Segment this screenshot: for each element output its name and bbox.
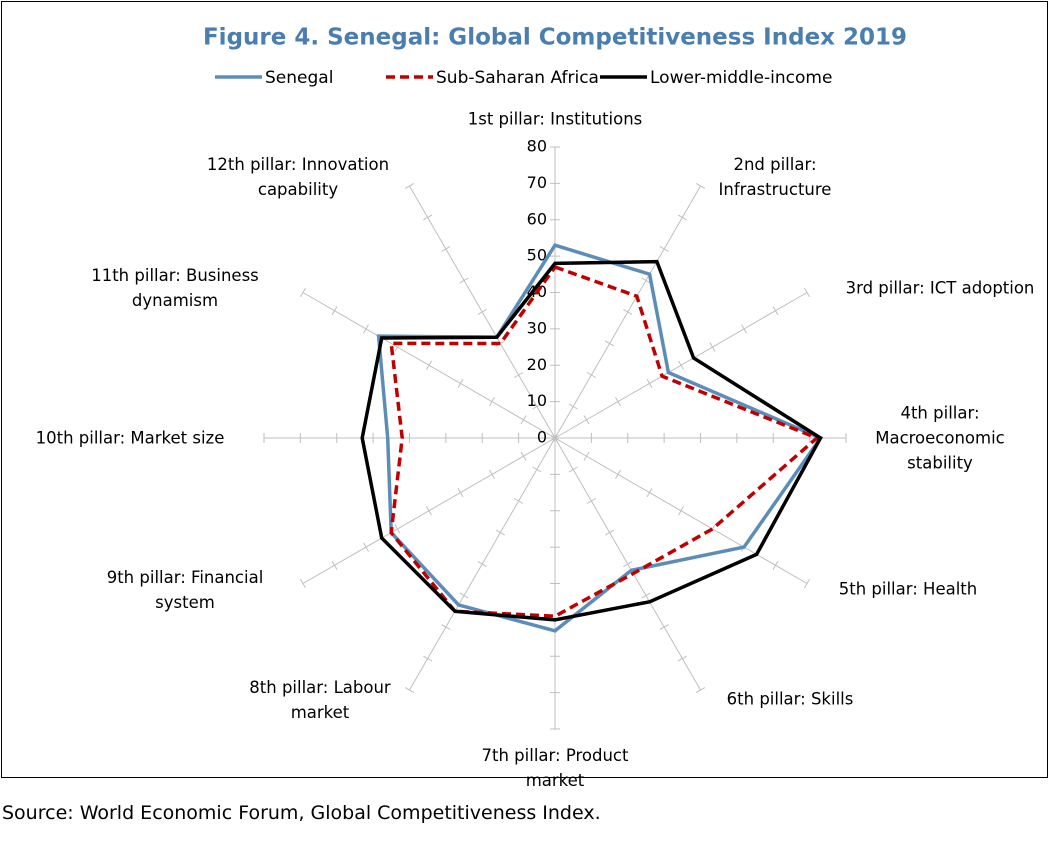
source-note: Source: World Economic Forum, Global Com… — [2, 802, 601, 824]
tick-mark — [489, 397, 495, 407]
r-tick-label: 20 — [527, 355, 547, 374]
category-label: 4th pillar: Macroeconomic stability — [875, 403, 1005, 473]
category-label: 2nd pillar: Infrastructure — [718, 155, 832, 199]
r-tick-label: 30 — [527, 318, 547, 337]
tick-mark — [514, 372, 524, 378]
series-line — [360, 259, 823, 622]
tick-mark — [514, 498, 524, 504]
tick-mark — [677, 214, 687, 221]
category-label: 10th pillar: Market size — [35, 428, 225, 448]
tick-mark — [623, 561, 633, 567]
tick-mark — [678, 360, 684, 370]
tick-mark — [331, 306, 338, 316]
chart-border — [1, 1, 1048, 778]
tick-mark — [659, 246, 669, 252]
series-line — [389, 264, 821, 618]
tick-mark — [586, 498, 596, 504]
tick-mark — [404, 687, 415, 693]
tick-mark — [583, 415, 590, 425]
category-label: 5th pillar: Health — [838, 579, 978, 599]
tick-mark — [404, 183, 415, 189]
tick-mark — [495, 529, 506, 536]
tick-mark — [459, 592, 469, 599]
tick-mark — [604, 529, 615, 536]
tick-mark — [489, 469, 495, 479]
tick-mark — [568, 403, 578, 410]
series-line — [376, 243, 824, 633]
tick-mark — [331, 560, 338, 570]
category-label: 12th pillar: Innovation capability — [206, 155, 390, 199]
tick-mark — [459, 277, 469, 284]
tick-mark — [568, 466, 578, 473]
tick-mark — [426, 360, 432, 370]
tick-mark — [423, 655, 433, 662]
tick-mark — [300, 287, 306, 298]
tick-mark — [520, 451, 527, 461]
tick-mark — [623, 309, 633, 315]
r-tick-label: 60 — [527, 209, 547, 228]
legend-label: Senegal — [265, 68, 333, 88]
tick-mark — [646, 378, 653, 389]
category-label: 9th pillar: Financial system — [106, 568, 264, 612]
tick-mark — [677, 655, 687, 662]
r-tick-label: 0 — [537, 428, 547, 447]
tick-mark — [804, 287, 810, 298]
tick-mark — [641, 277, 651, 284]
tick-mark — [423, 214, 433, 221]
tick-mark — [441, 624, 451, 630]
category-label: 3rd pillar: ICT adoption — [845, 278, 1035, 298]
legend-label: Lower-middle-income — [650, 68, 832, 88]
r-tick-label: 70 — [527, 173, 547, 192]
tick-mark — [583, 451, 590, 461]
tick-mark — [394, 524, 401, 534]
tick-mark — [772, 560, 779, 570]
tick-mark — [457, 487, 464, 498]
tick-mark — [363, 324, 369, 334]
tick-mark — [804, 578, 810, 589]
tick-mark — [550, 435, 560, 441]
r-tick-label: 10 — [527, 391, 547, 410]
tick-mark — [532, 403, 542, 410]
tick-mark — [695, 183, 706, 189]
category-label: 7th pillar: Product market — [481, 746, 629, 790]
tick-mark — [615, 397, 621, 407]
tick-mark — [615, 469, 621, 479]
tick-mark — [363, 542, 369, 552]
tick-mark — [586, 372, 596, 378]
tick-mark — [477, 561, 487, 567]
tick-mark — [520, 415, 527, 425]
tick-mark — [678, 506, 684, 516]
category-label: 8th pillar: Labour market — [249, 678, 391, 722]
tick-mark — [641, 592, 651, 599]
tick-mark — [477, 309, 487, 315]
tick-mark — [772, 306, 779, 316]
tick-mark — [532, 466, 542, 473]
category-label: 11th pillar: Business dynamism — [91, 266, 259, 310]
legend-label: Sub-Saharan Africa — [436, 68, 599, 88]
r-tick-label: 50 — [527, 246, 547, 265]
tick-mark — [426, 506, 432, 516]
tick-mark — [604, 340, 615, 347]
tick-mark — [441, 246, 451, 252]
chart-title: Figure 4. Senegal: Global Competitivenes… — [203, 25, 907, 51]
tick-mark — [646, 487, 653, 498]
category-label: 1st pillar: Institutions — [467, 109, 643, 129]
tick-mark — [659, 624, 669, 630]
tick-mark — [300, 578, 306, 589]
tick-mark — [695, 687, 706, 693]
category-label: 6th pillar: Skills — [726, 689, 854, 709]
tick-mark — [741, 324, 747, 334]
r-tick-label: 80 — [527, 137, 547, 156]
tick-mark — [457, 378, 464, 389]
tick-mark — [709, 342, 716, 352]
